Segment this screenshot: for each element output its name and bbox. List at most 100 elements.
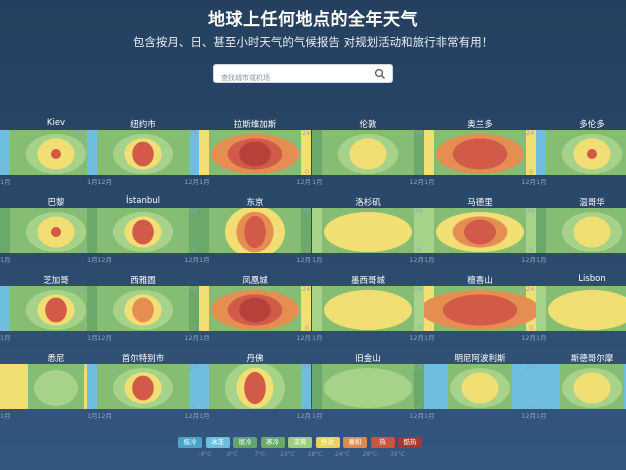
- city-tile[interactable]: 斯德哥尔摩2401月12月: [526, 352, 626, 430]
- legend-temperature: 24°C: [335, 451, 350, 458]
- city-tile[interactable]: 拉斯维加斯 24 0 1月 12月: [189, 118, 311, 196]
- month-axis-start: 1月: [312, 256, 323, 264]
- climate-heatmap[interactable]: [424, 130, 536, 175]
- hour-axis-top: 24: [189, 363, 198, 371]
- city-tile[interactable]: 洛杉矶 24 0 1月 12月: [302, 196, 424, 274]
- climate-heatmap[interactable]: [312, 364, 424, 409]
- climate-heatmap[interactable]: [199, 364, 311, 409]
- hour-axis-bottom: 0: [192, 324, 197, 332]
- hour-axis-top: 24: [526, 207, 535, 215]
- city-tile[interactable]: Lisbon2401月12月: [526, 274, 626, 352]
- climate-heatmap[interactable]: [199, 286, 311, 331]
- month-axis-end: 12月: [97, 334, 112, 342]
- city-name[interactable]: 伦敦: [359, 120, 377, 130]
- climate-heatmap[interactable]: [424, 364, 536, 409]
- climate-heatmap[interactable]: [87, 286, 199, 331]
- climate-heatmap[interactable]: [87, 130, 199, 175]
- legend-item: 凉爽: [288, 437, 312, 448]
- climate-heatmap[interactable]: [312, 208, 424, 253]
- month-axis-end: 12月: [296, 334, 311, 342]
- city-tile[interactable]: 马德里 24 0 1月 12月: [414, 196, 536, 274]
- month-axis-end: 12月: [184, 334, 199, 342]
- climate-heatmap-svg: [87, 364, 199, 409]
- month-axis-start: 1月: [87, 256, 98, 264]
- city-name[interactable]: 芝加哥: [43, 276, 69, 286]
- legend-temperature: 0°C: [226, 451, 238, 458]
- legend-item: 热: [370, 437, 395, 448]
- month-axis-end: 12月: [521, 412, 536, 420]
- page-subtitle: 包含按月、日、甚至小时天气的气候报告 对规划活动和旅行非常有用！: [132, 35, 494, 49]
- city-tile[interactable]: 丹佛 24 0 1月 12月: [189, 352, 311, 430]
- climate-heatmap[interactable]: [536, 208, 626, 253]
- month-axis-end: 12月: [97, 412, 112, 420]
- month-axis-start: 1月: [0, 178, 11, 186]
- month-axis-start: 1月: [424, 412, 435, 420]
- city-name[interactable]: 多伦多: [579, 120, 605, 130]
- city-name[interactable]: 悉尼: [47, 354, 65, 364]
- city-tile[interactable]: 旧金山 24 0 1月 12月: [302, 352, 424, 430]
- city-tile[interactable]: 纽约市 24 0 1月 12月: [77, 118, 199, 196]
- city-tile[interactable]: 凤凰城 24 0 1月 12月: [189, 274, 311, 352]
- climate-heatmap[interactable]: [312, 130, 424, 175]
- city-tile[interactable]: 东京 24 0 1月 12月: [189, 196, 311, 274]
- hour-axis-top: 24: [189, 129, 198, 137]
- climate-heatmap[interactable]: [424, 208, 536, 253]
- month-axis-end: 12月: [409, 256, 424, 264]
- search-input[interactable]: [214, 69, 371, 87]
- city-name[interactable]: 旧金山: [355, 354, 381, 364]
- city-name[interactable]: 首尔特别市: [121, 354, 165, 364]
- city-tile[interactable]: 明尼阿波利斯 24 0 1月 12月: [414, 352, 536, 430]
- city-name[interactable]: 丹佛: [246, 354, 264, 364]
- month-axis-start: 1月: [199, 256, 210, 264]
- climate-heatmap[interactable]: [87, 364, 199, 409]
- city-tile[interactable]: 墨西哥城 24 0 1月 12月: [302, 274, 424, 352]
- legend-item: 冰冻: [205, 437, 230, 448]
- city-tile[interactable]: 奥兰多 24 0 1月 12月: [414, 118, 536, 196]
- city-name[interactable]: 斯德哥尔摩: [570, 354, 614, 364]
- city-name[interactable]: 东京: [246, 198, 264, 208]
- city-name[interactable]: 檀香山: [467, 276, 493, 286]
- climate-heatmap[interactable]: [536, 286, 626, 331]
- city-name[interactable]: İstanbul: [125, 196, 160, 206]
- city-name[interactable]: 纽约市: [130, 120, 156, 130]
- city-name[interactable]: Kiev: [46, 118, 66, 128]
- city-name[interactable]: 洛杉矶: [355, 198, 381, 208]
- city-name[interactable]: Lisbon: [578, 274, 606, 284]
- climate-heatmap[interactable]: [536, 364, 626, 409]
- legend-item: 很冷: [233, 437, 257, 448]
- month-axis-end: 12月: [521, 256, 536, 264]
- month-axis-end: 12月: [296, 256, 311, 264]
- city-name[interactable]: 西雅圖: [130, 276, 156, 286]
- city-name[interactable]: 马德里: [467, 198, 493, 208]
- legend-temperature: 29°C: [362, 451, 378, 458]
- city-tile[interactable]: 檀香山 24 0 1月 12月: [414, 274, 536, 352]
- climate-heatmap[interactable]: [199, 130, 311, 175]
- city-tile[interactable]: 多伦多2401月12月: [526, 118, 626, 196]
- city-name[interactable]: 奥兰多: [467, 120, 493, 130]
- city-tile[interactable]: 伦敦 24 0 1月 12月: [302, 118, 424, 196]
- climate-heatmap[interactable]: [424, 286, 536, 331]
- city-name[interactable]: 巴黎: [47, 198, 65, 208]
- city-tile[interactable]: 温哥华2401月12月: [526, 196, 626, 274]
- climate-heatmap[interactable]: [536, 130, 626, 175]
- climate-heatmap[interactable]: [199, 208, 311, 253]
- city-name[interactable]: 温哥华: [579, 198, 605, 208]
- hour-axis-top: 24: [77, 129, 86, 137]
- month-axis-start: 1月: [0, 412, 11, 420]
- climate-heatmap-svg: [536, 130, 626, 175]
- city-tile[interactable]: 首尔特别市 24 0 1月 12月: [77, 352, 199, 430]
- climate-heatmap-svg: [199, 364, 311, 409]
- city-name[interactable]: 凤凰城: [242, 276, 268, 286]
- climate-heatmap[interactable]: [87, 208, 199, 253]
- search-icon[interactable]: [374, 68, 386, 80]
- city-name[interactable]: 墨西哥城: [350, 276, 385, 286]
- climate-heatmap-svg: [199, 130, 311, 175]
- hour-axis-top: 24: [189, 207, 198, 215]
- city-tile[interactable]: 西雅圖 24 0 1月 12月: [77, 274, 199, 352]
- climate-heatmap[interactable]: [312, 286, 424, 331]
- climate-heatmap-svg: [312, 130, 424, 175]
- city-name[interactable]: 拉斯维加斯: [233, 120, 277, 130]
- city-name[interactable]: 明尼阿波利斯: [454, 354, 506, 364]
- search-box[interactable]: [213, 64, 393, 87]
- city-tile[interactable]: İstanbul 24 0 1月 12月: [77, 196, 199, 274]
